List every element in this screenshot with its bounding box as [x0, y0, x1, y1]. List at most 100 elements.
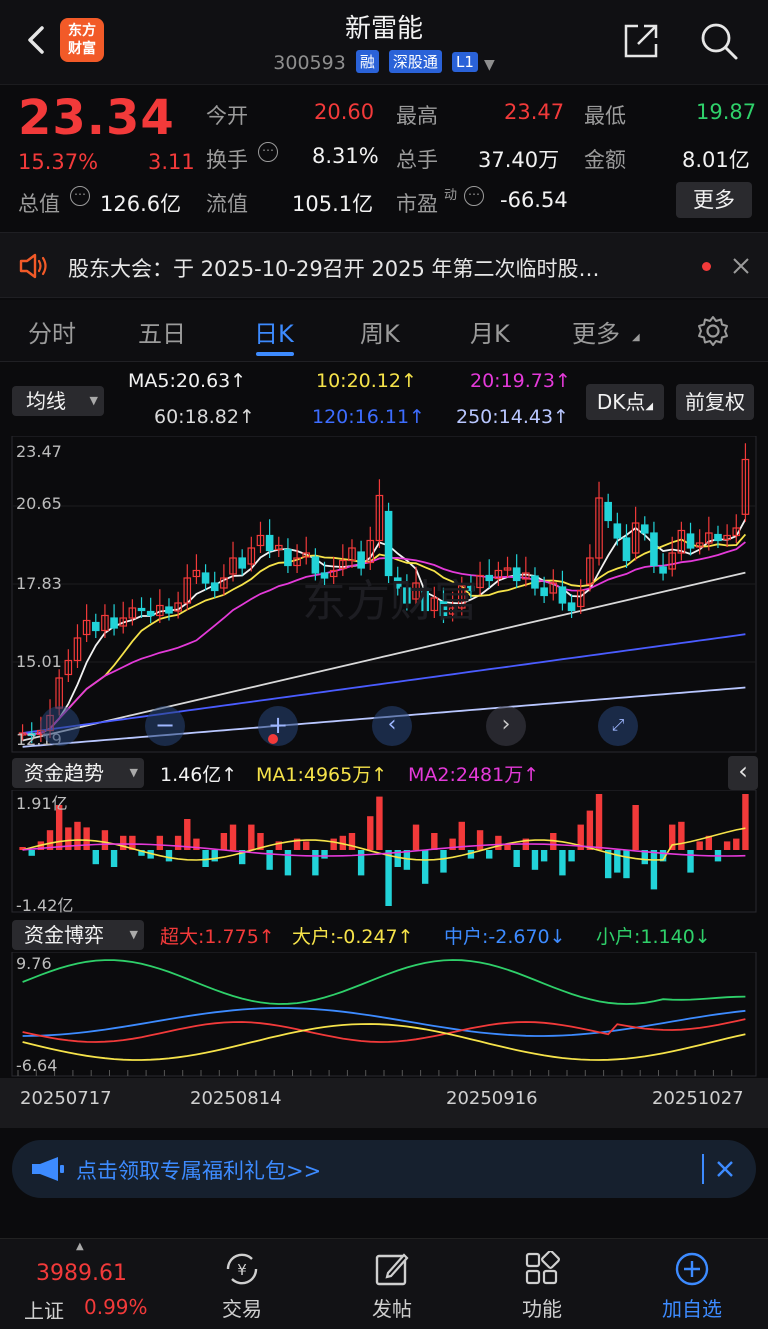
candle-body — [91, 621, 100, 632]
candle-body — [165, 606, 173, 614]
fund-bar — [632, 805, 639, 850]
more-button[interactable]: 更多 — [676, 182, 752, 218]
promo-banner[interactable]: 点击领取专属福利礼包>> — [12, 1140, 756, 1198]
marker-dot — [268, 734, 278, 744]
high-value: 23.47 — [504, 100, 565, 124]
mktcap-value: 126.6亿 — [100, 192, 182, 216]
watermark: 东方财富 — [302, 576, 478, 627]
candle-body — [650, 532, 658, 567]
fund-bar — [275, 841, 282, 850]
candle-body — [732, 527, 741, 537]
candle-body — [146, 610, 155, 617]
index-value[interactable]: 3989.61 — [36, 1261, 127, 1286]
nav-functions[interactable]: 功能 — [496, 1239, 588, 1329]
candle-body — [329, 569, 338, 578]
nav-post[interactable]: 发帖 — [346, 1239, 438, 1329]
level-tag[interactable]: L1 — [451, 52, 478, 72]
dk-point-button[interactable]: DK点◢ — [586, 384, 664, 420]
fund-trend-selector[interactable]: 资金趋势 ▼ — [12, 758, 144, 788]
promo-text[interactable]: 点击领取专属福利礼包>> — [76, 1159, 322, 1183]
fund-game-selector[interactable]: 资金博弈 ▼ — [12, 920, 144, 950]
candle-body — [457, 584, 466, 609]
candle-body — [348, 547, 356, 562]
zoom-prev-button[interactable] — [40, 706, 80, 746]
chevron-down-icon[interactable]: ▼ — [483, 57, 495, 73]
fund-game-plot[interactable] — [0, 952, 768, 1078]
edit-icon — [375, 1253, 409, 1286]
tab-intraday[interactable]: 分时 — [28, 320, 76, 348]
zoom-in-button[interactable]: + — [258, 706, 298, 746]
scroll-left-button[interactable]: ‹ — [372, 706, 412, 746]
back-icon[interactable] — [18, 22, 54, 58]
tab-five-day[interactable]: 五日 — [138, 320, 186, 348]
index-name[interactable]: 上证 — [24, 1299, 64, 1323]
fund-bar — [348, 833, 356, 850]
fund-trend-plot[interactable] — [0, 790, 768, 914]
caret-up-icon[interactable]: ▲ — [76, 1241, 84, 1252]
index-pct[interactable]: 0.99% — [84, 1295, 148, 1319]
nav-trade[interactable]: ¥ 交易 — [196, 1239, 288, 1329]
candle-body — [403, 587, 411, 604]
caret-icon: ◢ — [645, 401, 654, 412]
candle-body — [220, 577, 228, 589]
fund-bar — [659, 850, 667, 862]
kline-plot[interactable]: 东方财富 — [0, 436, 768, 754]
fund-bar — [174, 835, 182, 850]
caret-icon: ◢ — [632, 332, 640, 343]
candle-body — [595, 497, 603, 559]
tab-more[interactable]: 更多 — [572, 320, 620, 348]
tab-weekly-k[interactable]: 周K — [360, 320, 400, 348]
search-icon[interactable] — [698, 20, 740, 62]
scroll-right-button[interactable]: › — [486, 706, 526, 746]
adjust-button[interactable]: 前复权 — [676, 384, 754, 420]
candle-body — [522, 572, 530, 580]
share-icon[interactable] — [620, 20, 662, 62]
collapse-button[interactable]: ‹ — [728, 756, 758, 790]
fund-bar — [357, 850, 365, 876]
nav-functions-label: 功能 — [522, 1297, 562, 1321]
gear-icon[interactable] — [696, 314, 730, 348]
notice-text[interactable]: 股东大会：于 2025-10-29召开 2025 年第二次临时股… — [68, 257, 600, 281]
candle-body — [274, 544, 283, 551]
candle-body — [494, 569, 503, 580]
fund-game-super: 超大:1.775↑ — [160, 926, 275, 948]
fullscreen-icon[interactable]: ⤢ — [598, 706, 638, 746]
game-axis-top: 9.76 — [16, 954, 52, 973]
fund-bar — [211, 850, 218, 862]
candle-body — [229, 557, 237, 575]
fund-bar — [156, 835, 164, 850]
divider — [702, 1154, 704, 1184]
candle-body — [448, 607, 457, 615]
candle-body — [705, 532, 713, 544]
float-value: 105.1亿 — [292, 192, 374, 216]
bottom-nav: ▲ 3989.61 上证 0.99% ¥ 交易 发帖 功能 加自选 — [0, 1238, 768, 1329]
fund-trend-ma1: MA1:4965万↑ — [256, 764, 388, 786]
fund-bar — [257, 833, 264, 850]
kline-chart-area[interactable]: 均线 ▼ MA5:20.63↑ 10:20.12↑ 20:19.73↑ 60:1… — [0, 364, 768, 1128]
info-icon[interactable]: ⋯ — [464, 186, 484, 206]
candle-body — [238, 557, 246, 569]
close-icon[interactable] — [716, 1160, 734, 1178]
fund-bar — [101, 830, 109, 850]
candle-body — [540, 587, 548, 597]
fund-trend-label: 资金趋势 — [24, 761, 104, 785]
tab-monthly-k[interactable]: 月K — [470, 320, 510, 348]
candle-body — [503, 567, 512, 571]
fund-bar — [431, 833, 438, 850]
info-icon[interactable]: ⋯ — [258, 142, 278, 162]
notice-bar[interactable]: 股东大会：于 2025-10-29召开 2025 年第二次临时股… — [0, 232, 768, 298]
candle-body — [695, 542, 704, 548]
close-icon[interactable] — [732, 257, 750, 275]
ma-selector[interactable]: 均线 ▼ — [12, 386, 104, 416]
nav-add-watchlist[interactable]: 加自选 — [646, 1239, 738, 1329]
candle-body — [284, 548, 292, 567]
tab-underline — [256, 352, 294, 356]
candle-body — [137, 607, 146, 612]
fund-bar — [376, 796, 383, 850]
open-value: 20.60 — [314, 100, 375, 124]
tab-daily-k[interactable]: 日K — [254, 320, 294, 348]
info-icon[interactable]: ⋯ — [70, 186, 90, 206]
zoom-out-button[interactable]: − — [145, 706, 185, 746]
ma120-value: 120:16.11↑ — [312, 406, 425, 428]
fund-bar — [623, 850, 630, 879]
